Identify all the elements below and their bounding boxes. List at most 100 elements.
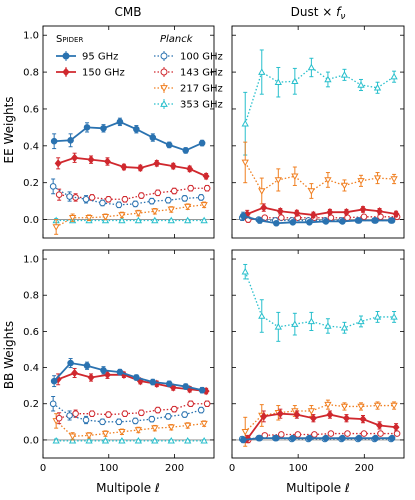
y-tick-label: 0.6 xyxy=(23,327,39,338)
data-point xyxy=(294,431,302,438)
data-point xyxy=(343,414,350,423)
legend-entry-100-ghz: 100 GHz xyxy=(154,51,223,63)
x-tick-label: 0 xyxy=(229,463,235,474)
series-217-ghz xyxy=(241,399,398,447)
data-point xyxy=(100,125,107,132)
series-353-ghz xyxy=(52,216,208,224)
data-point xyxy=(200,216,208,224)
data-point xyxy=(182,383,189,390)
series-line xyxy=(54,120,203,152)
data-point xyxy=(373,175,382,182)
data-point xyxy=(198,386,206,394)
data-point xyxy=(390,176,398,183)
data-point xyxy=(184,216,192,224)
data-point xyxy=(184,422,192,430)
data-point xyxy=(239,436,247,444)
series-353-ghz xyxy=(52,436,208,444)
data-point xyxy=(258,68,266,75)
legend-label: 217 GHz xyxy=(180,84,223,95)
data-point xyxy=(372,217,379,224)
legend-marker xyxy=(160,68,168,76)
data-point xyxy=(373,83,382,91)
x-tick-label: 100 xyxy=(289,463,308,474)
data-point xyxy=(136,163,144,173)
data-point xyxy=(134,216,143,224)
data-point xyxy=(88,194,96,201)
data-point xyxy=(203,400,211,408)
data-point xyxy=(49,400,57,408)
xlabel-right: Multipole ℓ xyxy=(286,481,350,495)
x-tick-label: 200 xyxy=(165,463,184,474)
data-point xyxy=(357,178,365,185)
data-point xyxy=(54,159,62,168)
data-point xyxy=(344,430,351,437)
data-point xyxy=(276,207,284,216)
series-353-ghz xyxy=(241,263,398,342)
panel-frame xyxy=(42,25,215,239)
data-point xyxy=(324,75,332,83)
data-point xyxy=(55,414,63,422)
data-point xyxy=(390,72,398,80)
y-tick-label: 0.4 xyxy=(23,141,39,152)
data-point xyxy=(49,183,57,190)
series-100-ghz xyxy=(49,178,205,209)
series-line xyxy=(242,215,393,225)
data-point xyxy=(101,436,110,444)
data-point xyxy=(388,434,396,442)
data-point xyxy=(71,153,79,162)
data-point xyxy=(85,436,93,444)
data-point xyxy=(170,187,178,195)
data-point xyxy=(167,206,175,214)
legend-label: 95 GHz xyxy=(82,52,118,63)
data-point xyxy=(291,77,299,85)
data-point xyxy=(115,201,123,209)
series-150-ghz xyxy=(54,152,210,181)
data-point xyxy=(373,313,382,320)
series-line xyxy=(242,217,392,222)
series-line xyxy=(244,66,395,124)
data-point xyxy=(55,191,63,198)
data-point xyxy=(100,366,107,374)
y-tick-label: 0.2 xyxy=(23,178,39,189)
data-point xyxy=(327,214,335,222)
data-point xyxy=(307,188,316,195)
panel-frame xyxy=(231,25,405,239)
data-point xyxy=(181,195,188,202)
data-point xyxy=(50,137,58,145)
data-point xyxy=(355,434,363,442)
data-point xyxy=(66,412,73,419)
data-point xyxy=(326,410,334,419)
data-point xyxy=(327,430,335,437)
series-line xyxy=(57,156,207,178)
data-point xyxy=(340,182,349,190)
series-line xyxy=(55,420,205,437)
data-point xyxy=(138,192,145,199)
data-point xyxy=(148,415,156,423)
legend-entry-353-ghz: 353 GHz xyxy=(154,99,223,111)
data-point xyxy=(105,195,112,203)
data-point xyxy=(66,193,73,200)
data-point xyxy=(340,323,349,331)
data-point xyxy=(138,409,145,417)
panel-bb-dust: 0 100 200 xyxy=(229,249,405,474)
data-point xyxy=(359,205,367,214)
data-point xyxy=(186,164,194,174)
data-point xyxy=(241,267,249,275)
series-line xyxy=(244,271,395,329)
series-line xyxy=(52,185,202,206)
series-line xyxy=(244,162,395,192)
data-point xyxy=(151,216,159,224)
data-point xyxy=(200,420,208,428)
data-point xyxy=(154,406,162,414)
y-tick-label: 0.6 xyxy=(23,104,39,115)
data-point xyxy=(134,427,143,434)
data-point xyxy=(326,208,334,217)
data-point xyxy=(198,139,206,147)
data-point xyxy=(116,118,124,126)
data-point xyxy=(357,81,365,88)
series-line xyxy=(248,432,398,441)
data-point xyxy=(118,212,126,219)
data-point xyxy=(154,189,162,197)
data-point xyxy=(118,216,126,224)
data-point xyxy=(372,434,379,442)
